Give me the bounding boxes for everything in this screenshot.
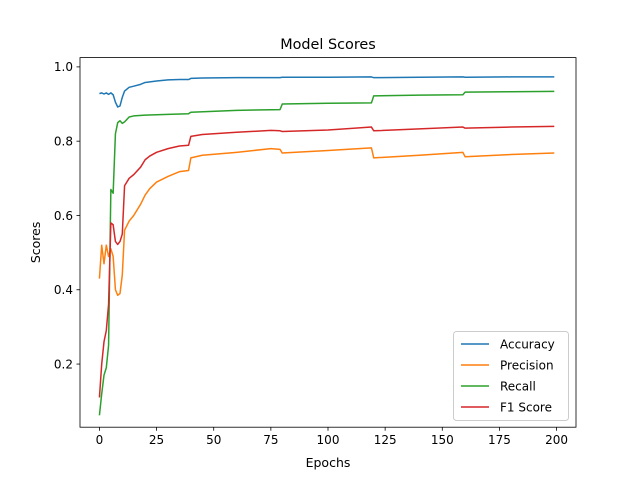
series-line-accuracy	[99, 76, 555, 108]
y-axis-label: Scores	[28, 222, 43, 264]
x-axis-ticks: 0 25 50 75 100 125 150 175 200	[96, 427, 568, 447]
legend-label: Recall	[500, 379, 536, 393]
x-tick-label: 100	[317, 433, 340, 447]
x-tick-label: 200	[545, 433, 568, 447]
y-tick-label: 0.6	[54, 209, 73, 223]
x-tick-label: 175	[488, 433, 511, 447]
plot-frame	[79, 57, 577, 428]
series-line-precision	[98, 147, 555, 297]
legend-label: Accuracy	[500, 337, 555, 351]
legend-box	[453, 331, 569, 421]
y-axis-ticks: 0.2 0.4 0.6 0.8 1.0	[54, 60, 80, 371]
x-tick-label: 150	[431, 433, 454, 447]
chart-title: Model Scores	[280, 37, 376, 53]
y-tick-label: 0.4	[54, 283, 73, 297]
y-tick-label: 0.8	[54, 134, 73, 148]
series-line-f1-score	[98, 125, 555, 398]
x-tick-label: 0	[96, 433, 104, 447]
x-axis-label: Epochs	[306, 455, 351, 470]
series-layer	[98, 76, 555, 416]
x-tick-label: 125	[374, 433, 397, 447]
legend: Accuracy Precision Recall F1 Score	[453, 331, 569, 421]
legend-label: F1 Score	[500, 400, 552, 414]
y-tick-label: 0.2	[54, 357, 73, 371]
x-tick-label: 50	[206, 433, 221, 447]
y-tick-label: 1.0	[54, 60, 73, 74]
x-tick-label: 25	[149, 433, 164, 447]
legend-label: Precision	[500, 358, 554, 372]
x-tick-label: 75	[263, 433, 278, 447]
